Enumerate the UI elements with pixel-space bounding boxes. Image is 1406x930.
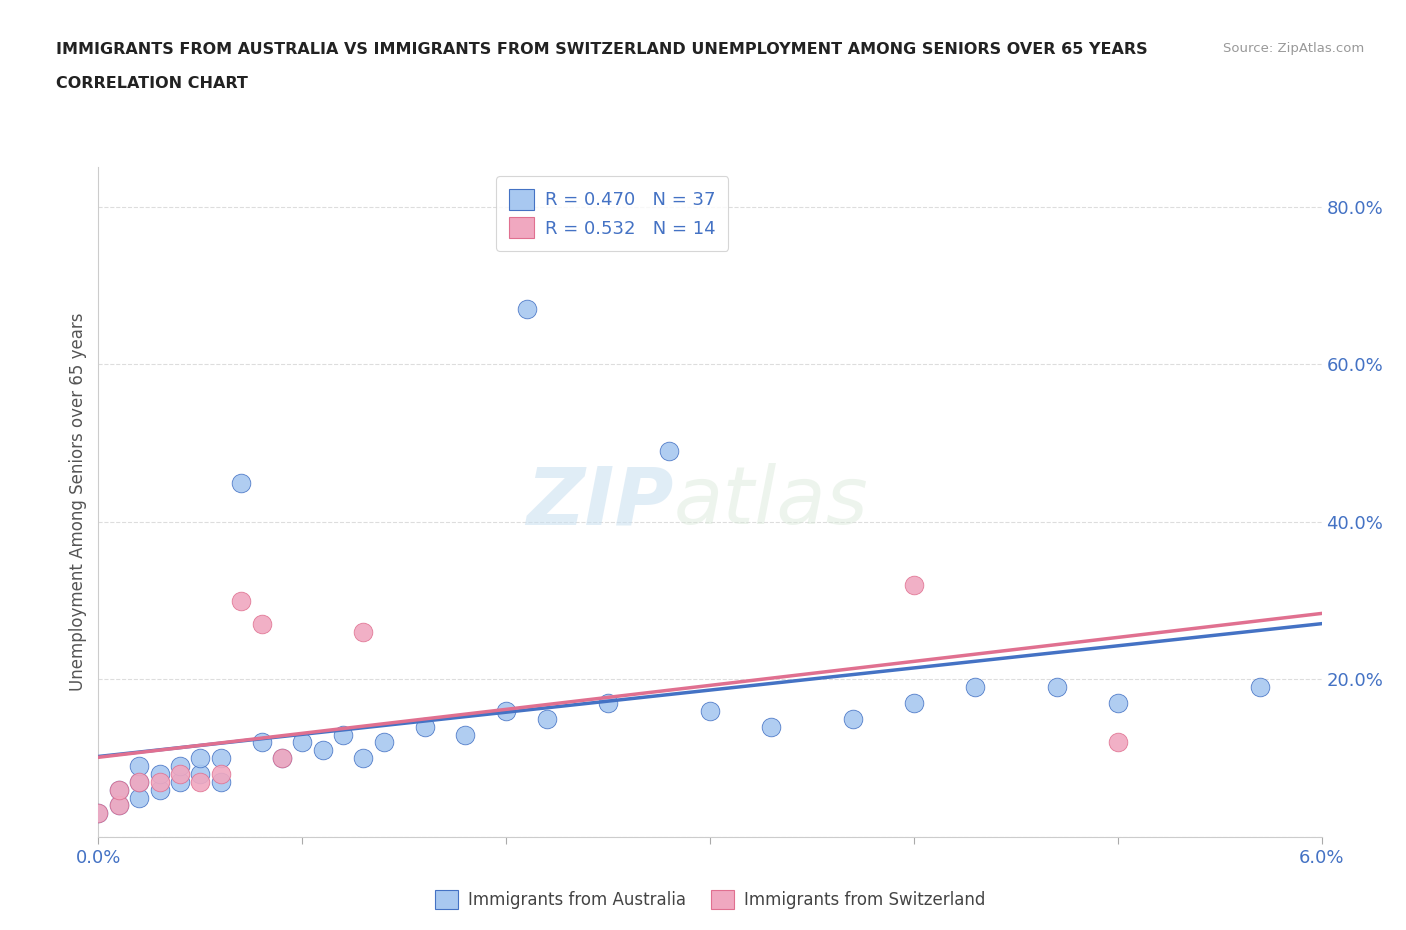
Point <box>903 696 925 711</box>
Text: ZIP: ZIP <box>526 463 673 541</box>
Point <box>1107 696 1129 711</box>
Point <box>169 775 191 790</box>
Point <box>373 735 395 750</box>
Point <box>658 444 681 458</box>
Point <box>1045 680 1069 695</box>
Point <box>413 719 436 734</box>
Point <box>108 782 131 797</box>
Text: CORRELATION CHART: CORRELATION CHART <box>56 76 247 91</box>
Point <box>454 727 477 742</box>
Point <box>209 766 232 781</box>
Point <box>598 696 620 711</box>
Point <box>209 775 232 790</box>
Point <box>270 751 292 765</box>
Point <box>128 775 150 790</box>
Legend: Immigrants from Australia, Immigrants from Switzerland: Immigrants from Australia, Immigrants fr… <box>427 884 993 916</box>
Point <box>128 759 150 774</box>
Point <box>231 593 253 608</box>
Point <box>87 806 110 821</box>
Point <box>536 711 558 726</box>
Point <box>149 766 172 781</box>
Text: Source: ZipAtlas.com: Source: ZipAtlas.com <box>1223 42 1364 55</box>
Point <box>495 703 517 718</box>
Y-axis label: Unemployment Among Seniors over 65 years: Unemployment Among Seniors over 65 years <box>69 313 87 691</box>
Point <box>270 751 292 765</box>
Point <box>699 703 721 718</box>
Point <box>188 775 212 790</box>
Text: atlas: atlas <box>673 463 868 541</box>
Point <box>209 751 232 765</box>
Point <box>291 735 314 750</box>
Point <box>231 475 253 490</box>
Point <box>128 790 150 805</box>
Point <box>311 743 335 758</box>
Point <box>1107 735 1129 750</box>
Point <box>188 766 212 781</box>
Point <box>108 782 131 797</box>
Point <box>128 775 150 790</box>
Point <box>332 727 354 742</box>
Point <box>250 735 273 750</box>
Point <box>352 625 374 640</box>
Text: IMMIGRANTS FROM AUSTRALIA VS IMMIGRANTS FROM SWITZERLAND UNEMPLOYMENT AMONG SENI: IMMIGRANTS FROM AUSTRALIA VS IMMIGRANTS … <box>56 42 1147 57</box>
Point <box>903 578 925 592</box>
Point <box>352 751 374 765</box>
Point <box>1249 680 1271 695</box>
Point <box>963 680 986 695</box>
Point <box>761 719 783 734</box>
Point <box>250 617 273 631</box>
Point <box>149 775 172 790</box>
Point <box>516 301 538 316</box>
Point <box>169 759 191 774</box>
Point <box>87 806 110 821</box>
Point <box>108 798 131 813</box>
Point <box>149 782 172 797</box>
Point <box>169 766 191 781</box>
Point <box>108 798 131 813</box>
Point <box>188 751 212 765</box>
Point <box>841 711 863 726</box>
